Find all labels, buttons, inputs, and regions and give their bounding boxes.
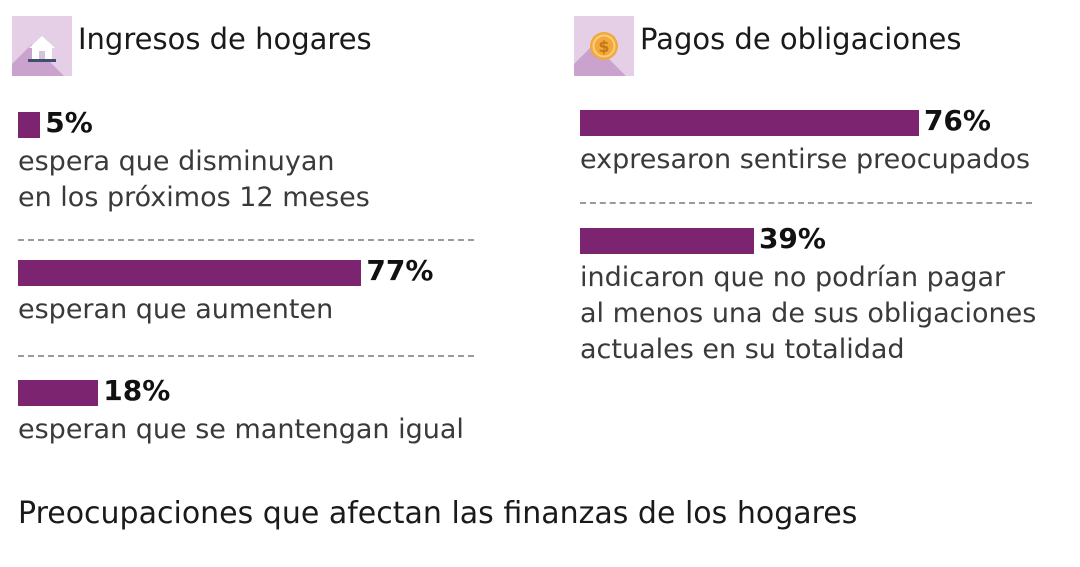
bar bbox=[580, 110, 919, 136]
bar bbox=[18, 380, 99, 406]
dashed-divider bbox=[18, 355, 474, 357]
bar-item-mantengan: 18% esperan que se mantengan igual bbox=[18, 374, 464, 448]
svg-text:$: $ bbox=[598, 37, 609, 56]
bar-description: espera que disminuyan en los próximos 12… bbox=[18, 146, 370, 213]
bar-value-label: 5% bbox=[45, 106, 93, 139]
bar bbox=[18, 112, 41, 138]
panel-header: Ingresos de hogares bbox=[12, 16, 532, 76]
house-icon bbox=[12, 16, 72, 76]
bar-item-no-podrian-pagar: 39% indicaron que no podrían pagar al me… bbox=[580, 222, 1037, 368]
panel-title: Ingresos de hogares bbox=[78, 22, 372, 56]
dashed-divider bbox=[18, 239, 474, 241]
bar-value-label: 18% bbox=[103, 374, 171, 407]
bar-description: indicaron que no podrían pagar al menos … bbox=[580, 262, 1037, 365]
bar-value-label: 39% bbox=[758, 222, 826, 255]
bar-item-preocupados: 76% expresaron sentirse preocupados bbox=[580, 104, 1031, 178]
bar-description: esperan que se mantengan igual bbox=[18, 414, 464, 445]
panel-header: $ Pagos de obligaciones bbox=[574, 16, 1074, 76]
coin-icon: $ bbox=[574, 16, 634, 76]
bar-value-label: 77% bbox=[366, 254, 434, 287]
panel-title: Pagos de obligaciones bbox=[640, 22, 962, 56]
bar-item-aumenten: 77% esperan que aumenten bbox=[18, 254, 433, 328]
dashed-divider bbox=[580, 202, 1032, 204]
bar bbox=[580, 228, 754, 254]
bar-description: expresaron sentirse preocupados bbox=[580, 144, 1031, 175]
footer-title: Preocupaciones que afectan las finanzas … bbox=[18, 496, 858, 531]
bar bbox=[18, 260, 362, 286]
bar-value-label: 76% bbox=[923, 104, 991, 137]
bar-item-disminuyan: 5% espera que disminuyan en los próximos… bbox=[18, 106, 370, 216]
bar-description: esperan que aumenten bbox=[18, 294, 334, 325]
